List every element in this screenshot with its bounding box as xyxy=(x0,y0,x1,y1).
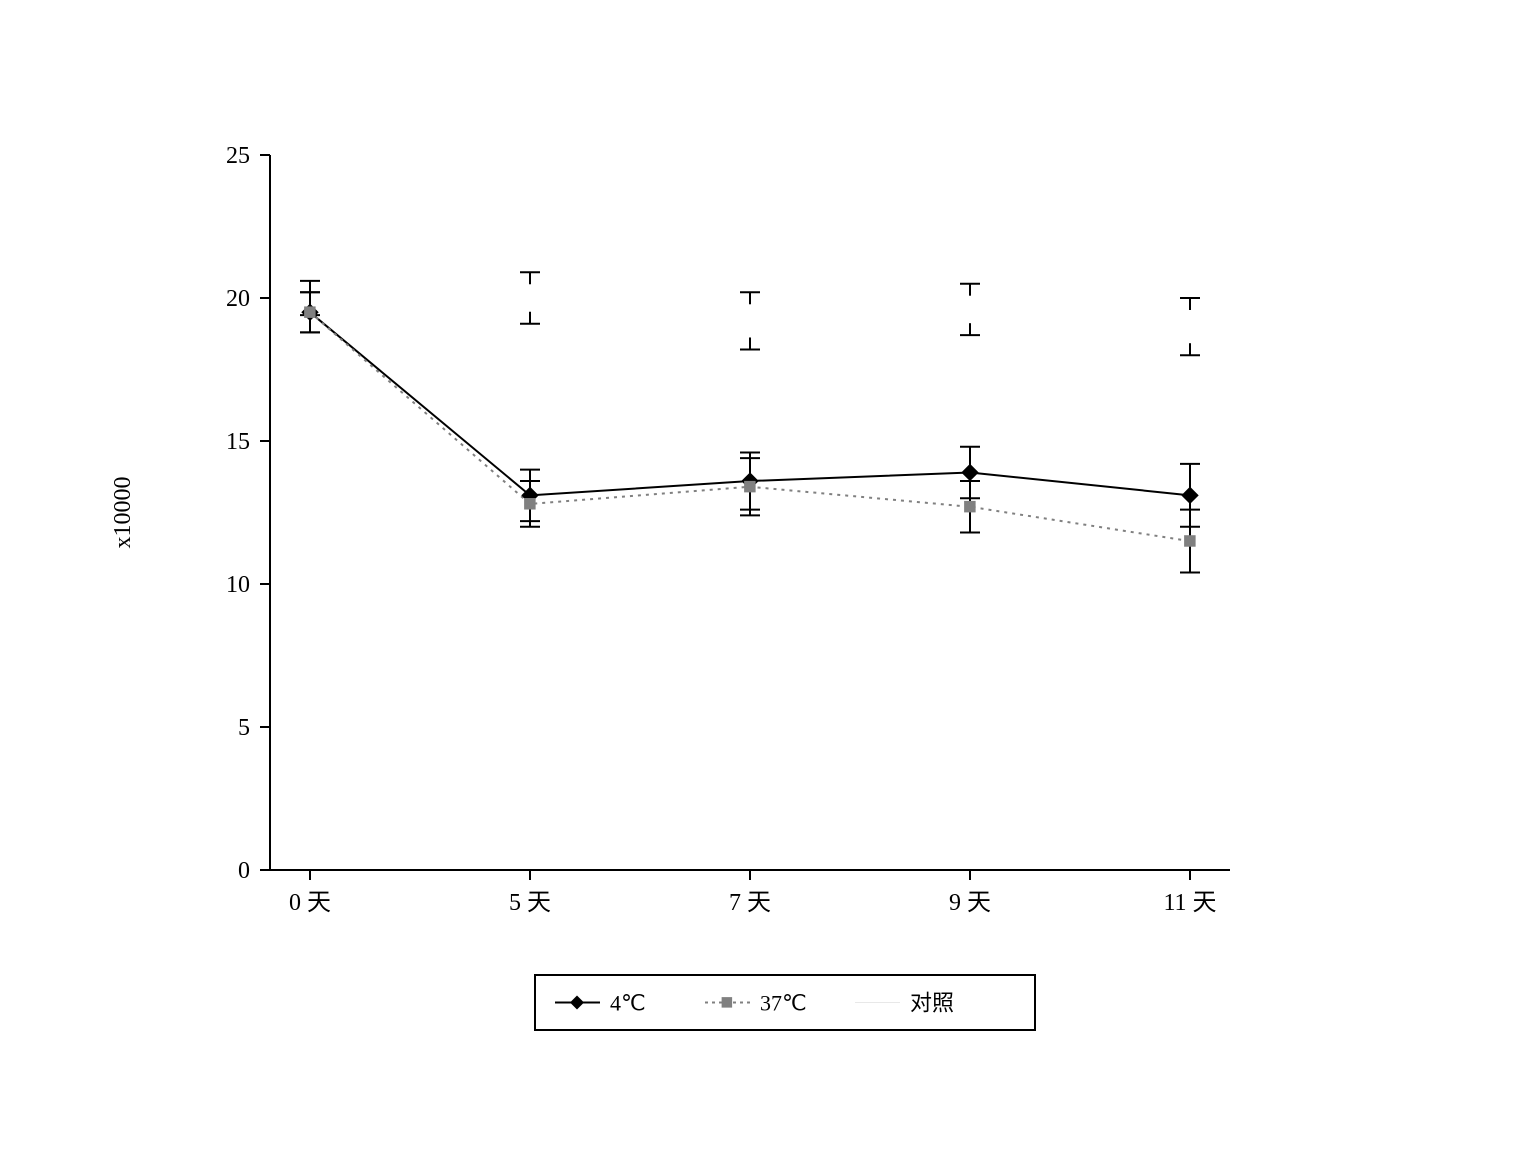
marker-square xyxy=(965,501,976,512)
marker-square xyxy=(305,307,316,318)
marker-diamond xyxy=(1182,487,1198,503)
x-tick-label: 5 天 xyxy=(509,890,551,916)
legend-marker xyxy=(722,997,733,1008)
y-tick-label: 5 xyxy=(238,715,250,741)
y-tick-label: 0 xyxy=(238,858,250,884)
y-tick-label: 15 xyxy=(226,429,250,455)
y-axis-label: x10000 xyxy=(110,477,136,549)
x-tick-label: 9 天 xyxy=(949,890,991,916)
x-tick-label: 11 天 xyxy=(1163,890,1216,916)
line-chart-svg: 0 5 10 15 20 25 0 天 5 天 7 天 9 天 11 天 x10000 4℃ 37℃ 对照 xyxy=(0,0,1532,1160)
x-tick-label: 0 天 xyxy=(289,890,331,916)
marker-square xyxy=(525,499,536,510)
legend-label: 对照 xyxy=(910,991,954,1016)
legend-label: 4℃ xyxy=(610,991,646,1016)
x-tick-label: 7 天 xyxy=(729,890,771,916)
marker-square xyxy=(1185,536,1196,547)
y-tick-label: 20 xyxy=(226,286,250,312)
marker-diamond xyxy=(962,464,978,480)
y-tick-label: 25 xyxy=(226,143,250,169)
y-tick-label: 10 xyxy=(226,572,250,598)
legend-label: 37℃ xyxy=(760,991,807,1016)
chart-page: 0 5 10 15 20 25 0 天 5 天 7 天 9 天 11 天 x10000 4℃ 37℃ 对照 xyxy=(0,0,1532,1160)
marker-square xyxy=(745,481,756,492)
